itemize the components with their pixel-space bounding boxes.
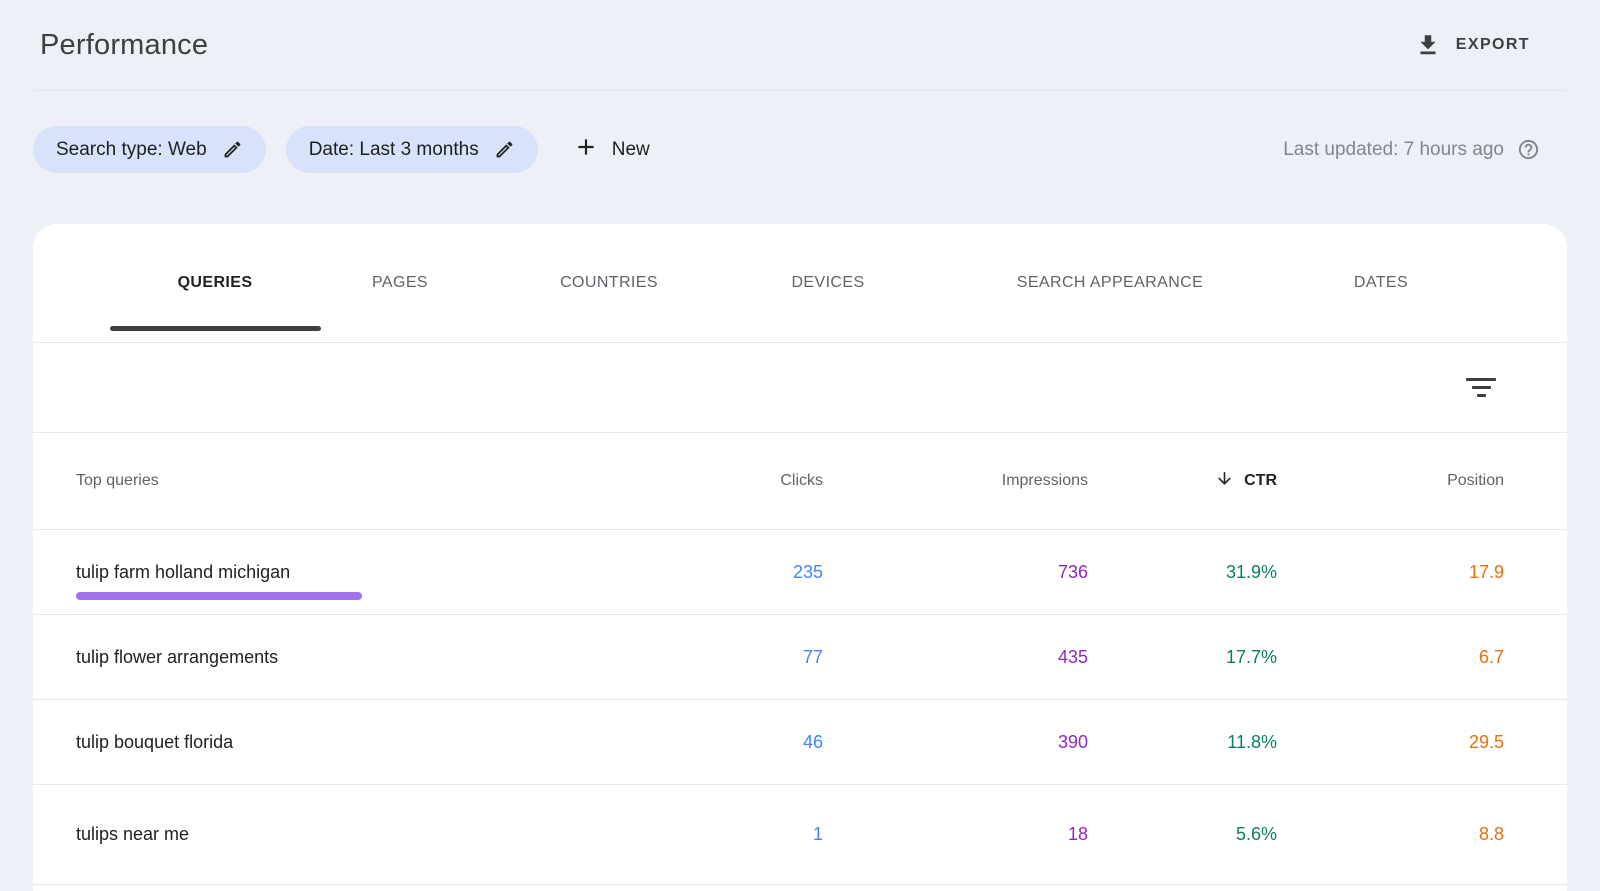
page-title: Performance — [40, 28, 209, 61]
ctr-value: 17.7% — [1225, 646, 1277, 667]
tab-countries[interactable]: COUNTRIES — [560, 274, 658, 291]
date-range-chip-label: Date: Last 3 months — [308, 138, 479, 160]
last-updated-text: Last updated: 7 hours ago — [1283, 138, 1504, 160]
position-value: 17.9 — [1468, 561, 1504, 582]
position-value: 6.7 — [1478, 646, 1504, 667]
query-text: tulip bouquet florida — [76, 731, 234, 752]
date-range-chip[interactable]: Date: Last 3 months — [285, 126, 538, 173]
annotation-underline — [76, 592, 362, 600]
column-header-top-queries[interactable]: Top queries — [76, 472, 159, 489]
table-toolbar — [33, 343, 1567, 433]
tab-queries[interactable]: QUERIES — [177, 274, 253, 291]
ctr-value: 11.8% — [1227, 731, 1277, 752]
position-value: 8.8 — [1478, 824, 1504, 844]
column-header-position[interactable]: Position — [1447, 472, 1504, 489]
clicks-value: 46 — [802, 731, 823, 752]
tab-strip: QUERIES PAGES COUNTRIES DEVICES SEARCH A… — [33, 224, 1567, 343]
table-row[interactable]: tulips near me 1 18 5.6% 8.8 — [33, 785, 1567, 885]
clicks-value: 77 — [802, 646, 823, 667]
clicks-value: 235 — [792, 561, 823, 582]
impressions-value: 18 — [1067, 824, 1088, 844]
active-tab-indicator — [110, 326, 321, 331]
impressions-value: 390 — [1057, 731, 1088, 752]
page-header: Performance EXPORT — [0, 0, 1600, 90]
query-text: tulip farm holland michigan — [76, 561, 291, 582]
tab-pages[interactable]: PAGES — [372, 274, 428, 291]
arrow-down-icon — [1215, 469, 1234, 493]
header-divider — [33, 90, 1567, 91]
column-header-impressions[interactable]: Impressions — [1001, 472, 1088, 489]
table-row[interactable]: tulip farm holland michigan 235 736 31.9… — [33, 530, 1567, 615]
impressions-value: 435 — [1057, 646, 1088, 667]
query-cell[interactable]: tulip farm holland michigan — [76, 561, 703, 600]
help-circle-icon[interactable] — [1517, 138, 1540, 161]
table-row[interactable]: tulip bouquet florida 46 390 11.8% 29.5 — [33, 700, 1567, 785]
search-type-chip[interactable]: Search type: Web — [33, 126, 266, 173]
ctr-header-label: CTR — [1244, 472, 1277, 489]
table-header-row: Top queries Clicks Impressions CTR Posit… — [33, 433, 1567, 530]
impressions-value: 736 — [1057, 561, 1088, 582]
tab-dates[interactable]: DATES — [1353, 274, 1409, 291]
tab-search-appearance[interactable]: SEARCH APPEARANCE — [1016, 274, 1204, 291]
position-value: 29.5 — [1468, 731, 1504, 752]
new-filter-label: New — [611, 138, 650, 160]
download-icon — [1415, 32, 1441, 58]
query-cell[interactable]: tulips near me — [76, 824, 703, 845]
export-label: EXPORT — [1455, 36, 1530, 53]
table-row[interactable]: tulip flower arrangements 77 435 17.7% 6… — [33, 615, 1567, 700]
query-cell[interactable]: tulip flower arrangements — [76, 647, 703, 668]
ctr-value: 5.6% — [1235, 824, 1277, 844]
clicks-value: 1 — [812, 824, 823, 844]
last-updated-status: Last updated: 7 hours ago — [1283, 138, 1540, 161]
filter-list-icon[interactable] — [1460, 372, 1502, 403]
ctr-value: 31.9% — [1225, 561, 1277, 582]
plus-icon — [573, 134, 599, 166]
report-card: QUERIES PAGES COUNTRIES DEVICES SEARCH A… — [33, 224, 1567, 891]
new-filter-button[interactable]: New — [573, 134, 650, 166]
search-type-chip-label: Search type: Web — [56, 138, 207, 160]
column-header-ctr[interactable]: CTR — [1088, 469, 1277, 493]
query-text: tulips near me — [76, 824, 190, 844]
query-text: tulip flower arrangements — [76, 646, 279, 667]
tab-devices[interactable]: DEVICES — [791, 274, 865, 291]
filter-bar: Search type: Web Date: Last 3 months New… — [0, 91, 1600, 224]
pencil-icon — [494, 139, 515, 160]
column-header-clicks[interactable]: Clicks — [780, 472, 823, 489]
pencil-icon — [222, 139, 243, 160]
query-cell[interactable]: tulip bouquet florida — [76, 732, 703, 753]
export-button[interactable]: EXPORT — [1415, 32, 1530, 58]
